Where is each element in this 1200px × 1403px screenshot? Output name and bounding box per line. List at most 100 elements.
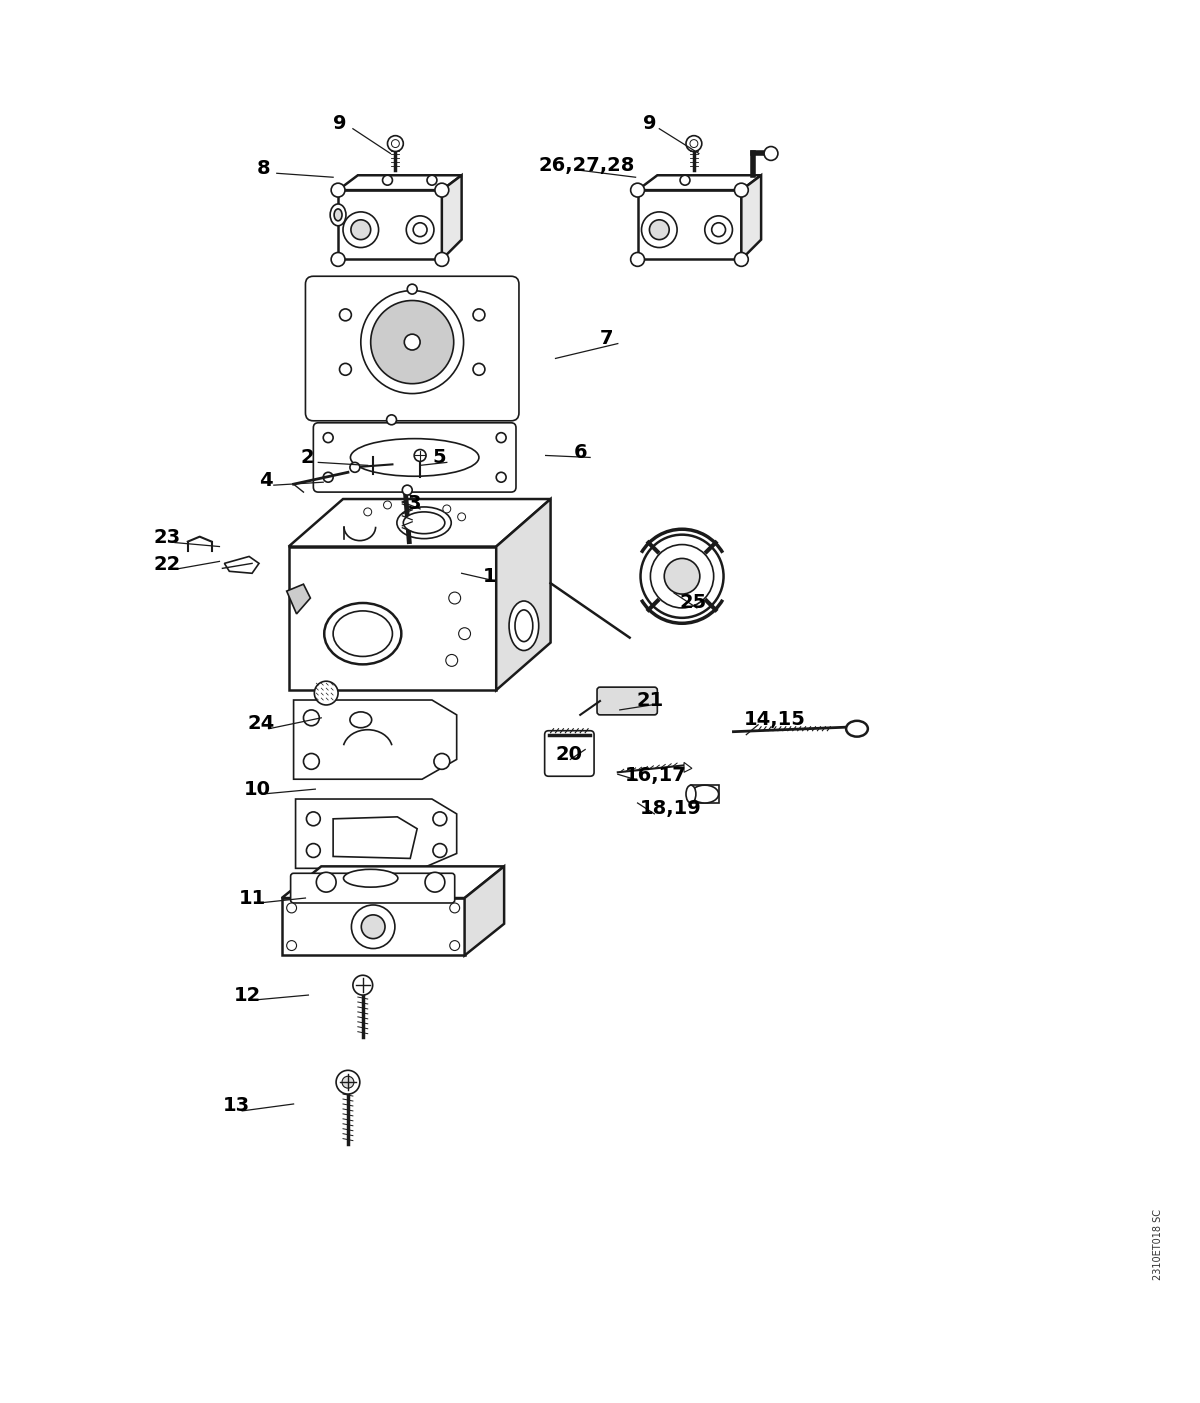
Circle shape — [323, 473, 334, 483]
Circle shape — [649, 220, 670, 240]
Text: 6: 6 — [574, 443, 587, 462]
FancyBboxPatch shape — [313, 422, 516, 492]
Circle shape — [304, 753, 319, 769]
Text: 7: 7 — [600, 330, 613, 348]
Text: 12: 12 — [234, 985, 262, 1005]
Circle shape — [306, 843, 320, 857]
Polygon shape — [289, 499, 551, 547]
Circle shape — [642, 212, 677, 247]
Circle shape — [331, 184, 344, 196]
Text: 24: 24 — [247, 714, 275, 734]
Circle shape — [764, 146, 778, 160]
Circle shape — [306, 812, 320, 826]
Circle shape — [712, 223, 726, 237]
Ellipse shape — [397, 506, 451, 539]
Circle shape — [388, 136, 403, 152]
Circle shape — [343, 212, 378, 247]
FancyBboxPatch shape — [598, 687, 658, 716]
Text: 2310ET018 SC: 2310ET018 SC — [1153, 1209, 1164, 1280]
Ellipse shape — [515, 610, 533, 641]
Ellipse shape — [324, 603, 401, 665]
Circle shape — [383, 175, 392, 185]
Circle shape — [734, 253, 749, 267]
Text: 18,19: 18,19 — [640, 800, 701, 818]
Ellipse shape — [691, 786, 719, 803]
Circle shape — [414, 449, 426, 462]
Circle shape — [473, 309, 485, 321]
Circle shape — [434, 253, 449, 267]
Bar — [691, 786, 719, 803]
Polygon shape — [497, 499, 551, 690]
Circle shape — [434, 753, 450, 769]
Polygon shape — [684, 762, 692, 772]
Polygon shape — [637, 175, 761, 191]
Text: 11: 11 — [239, 888, 266, 908]
Text: 10: 10 — [244, 780, 271, 798]
Circle shape — [353, 975, 373, 995]
Circle shape — [413, 223, 427, 237]
Circle shape — [457, 513, 466, 521]
Circle shape — [317, 873, 336, 892]
Circle shape — [443, 505, 451, 513]
Circle shape — [473, 363, 485, 375]
Polygon shape — [334, 817, 418, 859]
Ellipse shape — [330, 203, 346, 226]
Circle shape — [497, 432, 506, 442]
Circle shape — [340, 309, 352, 321]
Circle shape — [650, 544, 714, 607]
Circle shape — [704, 216, 732, 244]
Circle shape — [323, 432, 334, 442]
Circle shape — [665, 558, 700, 593]
Bar — [282, 898, 464, 955]
Text: 9: 9 — [334, 114, 347, 133]
Polygon shape — [287, 584, 311, 615]
Circle shape — [425, 873, 445, 892]
Circle shape — [427, 175, 437, 185]
Text: 1: 1 — [482, 567, 496, 585]
Ellipse shape — [350, 711, 372, 728]
Circle shape — [386, 415, 396, 425]
FancyBboxPatch shape — [545, 731, 594, 776]
Text: 5: 5 — [432, 448, 445, 467]
FancyBboxPatch shape — [290, 873, 455, 904]
Text: 20: 20 — [556, 745, 582, 765]
Circle shape — [304, 710, 319, 725]
FancyBboxPatch shape — [306, 276, 518, 421]
Ellipse shape — [846, 721, 868, 737]
Circle shape — [433, 812, 446, 826]
Circle shape — [331, 253, 344, 267]
Polygon shape — [442, 175, 462, 260]
Ellipse shape — [403, 512, 445, 533]
Circle shape — [364, 508, 372, 516]
Polygon shape — [742, 175, 761, 260]
Circle shape — [497, 473, 506, 483]
Circle shape — [287, 904, 296, 913]
Text: 21: 21 — [636, 690, 664, 710]
Polygon shape — [464, 866, 504, 955]
Polygon shape — [224, 557, 259, 574]
Ellipse shape — [334, 209, 342, 220]
Circle shape — [641, 535, 724, 617]
Circle shape — [287, 940, 296, 950]
Circle shape — [631, 253, 644, 267]
Circle shape — [458, 627, 470, 640]
Circle shape — [450, 940, 460, 950]
Circle shape — [350, 463, 360, 473]
Ellipse shape — [686, 786, 696, 803]
Circle shape — [361, 915, 385, 939]
Text: 9: 9 — [642, 114, 656, 133]
Circle shape — [680, 175, 690, 185]
FancyBboxPatch shape — [338, 191, 442, 260]
Circle shape — [336, 1070, 360, 1094]
Circle shape — [407, 216, 434, 244]
Circle shape — [450, 904, 460, 913]
Text: 8: 8 — [257, 159, 271, 178]
Circle shape — [434, 184, 449, 196]
Ellipse shape — [509, 600, 539, 651]
Polygon shape — [338, 175, 462, 191]
Text: 25: 25 — [679, 593, 707, 613]
Circle shape — [690, 140, 698, 147]
Text: 22: 22 — [154, 554, 180, 574]
Text: 3: 3 — [407, 494, 421, 513]
Text: 26,27,28: 26,27,28 — [539, 156, 635, 175]
